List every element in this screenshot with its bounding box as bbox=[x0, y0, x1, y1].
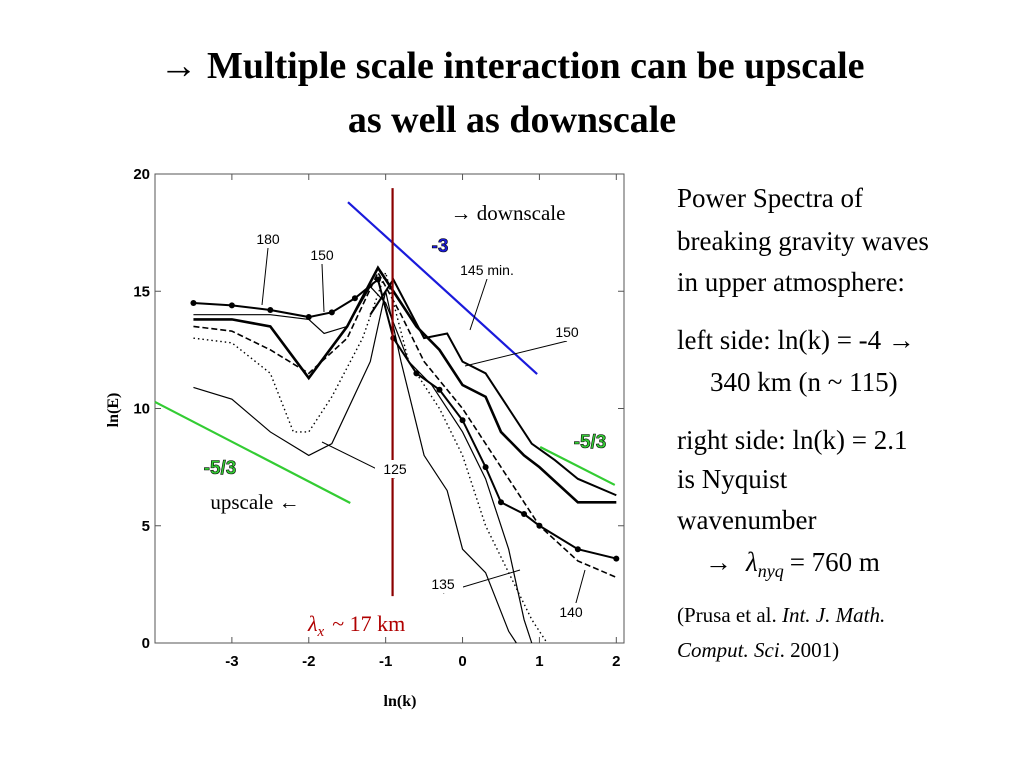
series-line bbox=[193, 285, 533, 644]
y-tick-label: 10 bbox=[133, 401, 150, 418]
label-bg bbox=[302, 246, 342, 264]
subscript: x bbox=[317, 624, 325, 640]
slope-label: -5/3 bbox=[204, 458, 237, 479]
note: 340 km (n ~ 115) bbox=[710, 367, 898, 397]
series-dot bbox=[305, 314, 312, 321]
series-dot bbox=[436, 386, 443, 393]
lambda-label: λx ~ 17 km bbox=[307, 611, 405, 640]
title: → Multiple scale interaction can be upsc… bbox=[159, 45, 864, 87]
series-dot bbox=[328, 309, 335, 316]
citation-line: (Prusa et al. Int. J. Math. bbox=[677, 603, 885, 627]
x-tick-label: 1 bbox=[535, 653, 543, 670]
label-bg bbox=[551, 603, 591, 621]
leader-line bbox=[321, 263, 325, 313]
series-dot bbox=[497, 499, 504, 506]
note: wavenumber bbox=[677, 505, 816, 535]
citation-text: (Prusa et al. bbox=[677, 603, 782, 627]
series-line bbox=[193, 291, 517, 644]
slope-label: -5/3 bbox=[574, 432, 607, 453]
y-tick-label: 20 bbox=[133, 166, 150, 183]
leader-line bbox=[469, 278, 488, 331]
label-bg bbox=[467, 261, 507, 279]
x-tick-label: 2 bbox=[612, 653, 620, 670]
label-bg bbox=[423, 575, 463, 593]
symbol: λ bbox=[307, 611, 318, 636]
subscript: nyq bbox=[758, 561, 784, 581]
series-dot bbox=[374, 276, 381, 283]
series-dot bbox=[521, 511, 528, 518]
label-bg bbox=[547, 323, 587, 341]
nyquist: → λnyq = 760 m bbox=[705, 547, 880, 581]
series-label: 125 bbox=[383, 461, 407, 477]
series-label: 150 bbox=[555, 324, 579, 340]
y-tick-label: 5 bbox=[142, 518, 150, 535]
series-dot bbox=[459, 417, 466, 424]
annotation: → downscale bbox=[451, 201, 566, 225]
y-tick-label: 15 bbox=[133, 283, 150, 300]
note: right side: ln(k) = 2.1 bbox=[677, 425, 907, 455]
symbol: λ bbox=[745, 547, 758, 577]
note: left side: ln(k) = -4 → bbox=[677, 325, 915, 355]
series-dot bbox=[574, 546, 581, 553]
citation-text: . 2001) bbox=[780, 638, 840, 662]
x-tick-label: 0 bbox=[458, 653, 466, 670]
notes: Power Spectra of breaking gravity waves … bbox=[677, 183, 929, 581]
reference-line bbox=[347, 201, 538, 375]
y-tick-label: 0 bbox=[142, 635, 150, 652]
citation-journal: Comput. Sci bbox=[677, 638, 780, 662]
label-bg bbox=[248, 230, 288, 248]
series-label: 180 bbox=[256, 231, 280, 247]
citation-journal: Int. J. Math. bbox=[781, 603, 885, 627]
title: as well as downscale bbox=[348, 99, 676, 141]
slope-label: -3 bbox=[432, 236, 449, 257]
label-bg bbox=[375, 460, 415, 478]
arrow: → bbox=[705, 547, 732, 577]
note: in upper atmosphere: bbox=[677, 267, 905, 297]
series-dot bbox=[267, 307, 274, 314]
leader-line bbox=[261, 247, 269, 306]
series-line bbox=[193, 270, 617, 579]
series-dot bbox=[190, 299, 197, 306]
note: is Nyquist bbox=[677, 464, 788, 494]
x-axis-label: ln(k) bbox=[384, 693, 417, 710]
series-label: 150 bbox=[310, 247, 334, 263]
plot-frame bbox=[154, 173, 625, 644]
leader-line bbox=[464, 340, 568, 367]
series-label: 135 bbox=[431, 576, 455, 592]
x-tick-label: -3 bbox=[225, 653, 238, 670]
citation-line: Comput. Sci. 2001) bbox=[677, 638, 839, 662]
reference-line bbox=[154, 400, 351, 504]
note: breaking gravity waves bbox=[677, 226, 929, 256]
series-dot bbox=[482, 464, 489, 471]
reference-line bbox=[539, 445, 616, 486]
series-label: 145 min. bbox=[460, 262, 514, 278]
series-label: 140 bbox=[559, 604, 583, 620]
y-axis-label: ln(E) bbox=[105, 393, 122, 428]
citation: (Prusa et al. Int. J. Math. Comput. Sci.… bbox=[677, 603, 885, 662]
series-dot bbox=[351, 295, 358, 302]
series-line bbox=[369, 277, 617, 497]
note: Power Spectra of bbox=[677, 183, 863, 213]
text: ~ 17 km bbox=[332, 611, 405, 636]
value: = 760 m bbox=[790, 547, 880, 577]
x-tick-label: -1 bbox=[379, 653, 392, 670]
x-tick-label: -2 bbox=[302, 653, 315, 670]
series-dot bbox=[228, 302, 235, 309]
series-line bbox=[193, 270, 548, 644]
series-dot bbox=[613, 555, 620, 562]
annotation: upscale ← bbox=[210, 490, 299, 514]
